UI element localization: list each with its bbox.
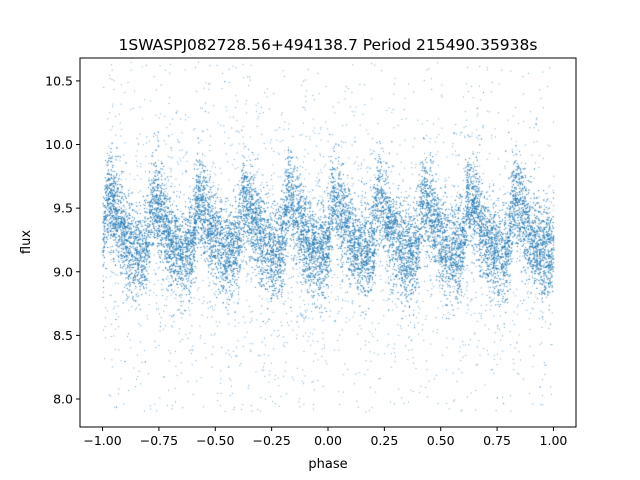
y-axis-label: flux: [19, 230, 34, 254]
x-tick-label: 0.50: [427, 433, 455, 448]
y-tick-label: 10.5: [45, 73, 73, 88]
y-tick-label: 9.0: [53, 264, 73, 279]
y-tick-label: 8.0: [53, 392, 73, 407]
x-tick-label: −0.50: [196, 433, 234, 448]
scatter-points: [80, 58, 576, 427]
x-tick-label: 0.00: [314, 433, 342, 448]
x-tick-label: −0.25: [252, 433, 290, 448]
x-tick-label: 1.00: [540, 433, 568, 448]
x-axis-label: phase: [308, 457, 347, 472]
y-tick-label: 10.0: [45, 137, 73, 152]
y-tick-label: 8.5: [53, 328, 73, 343]
x-axis-ticks: −1.00 −0.75 −0.50 −0.25 0.00 0.25 0.50 0.75 1.00: [83, 427, 567, 448]
y-tick-label: 9.5: [53, 201, 73, 216]
data-points: [80, 58, 576, 427]
x-tick-label: 0.25: [370, 433, 398, 448]
chart-title: 1SWASPJ082728.56+494138.7 Period 215490.…: [119, 36, 538, 54]
x-tick-label: −0.75: [140, 433, 178, 448]
x-tick-label: −1.00: [83, 433, 121, 448]
y-axis-ticks: 8.0 8.5 9.0 9.5 10.0 10.5: [45, 73, 80, 407]
x-tick-label: 0.75: [483, 433, 511, 448]
